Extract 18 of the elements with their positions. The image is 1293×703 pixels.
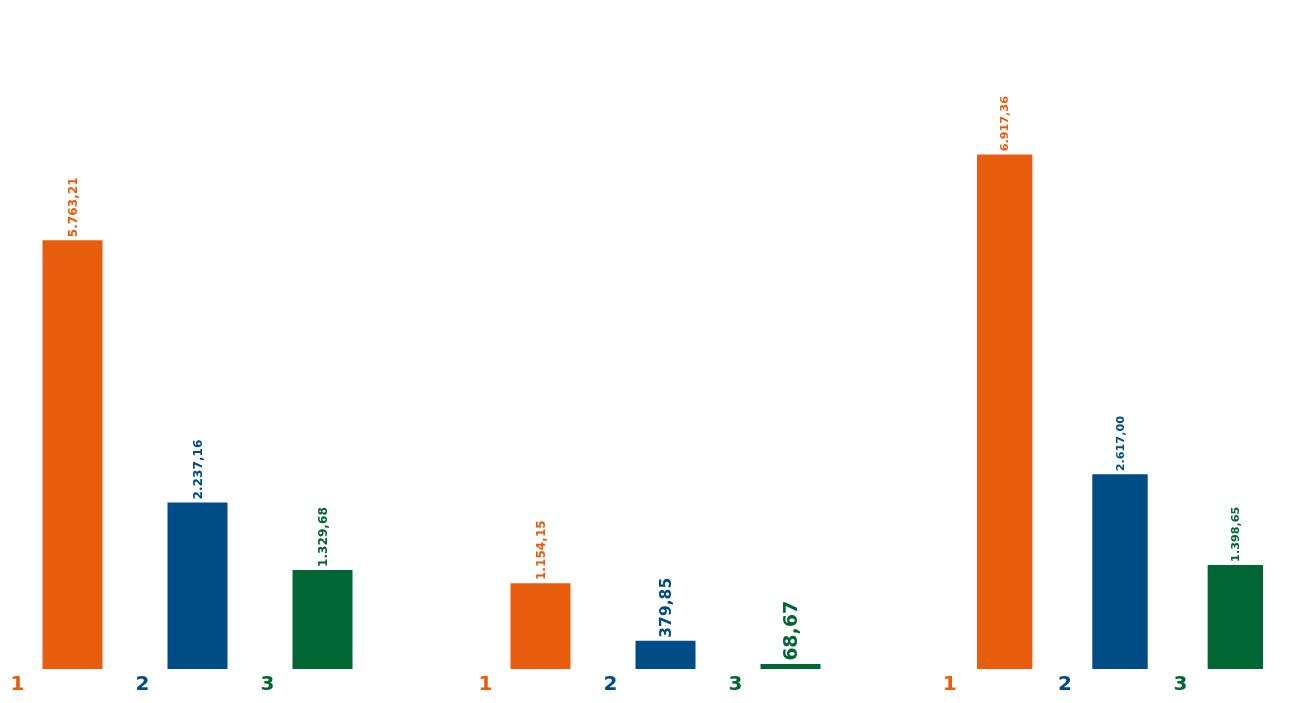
x-tick-label: 3	[1173, 671, 1188, 695]
x-tick-label: 2	[603, 671, 618, 695]
x-tick-label: 1	[942, 671, 957, 695]
data-label: 6.917,36	[998, 95, 1012, 152]
data-label: 1.154,15	[533, 520, 548, 581]
x-tick-label: 1	[478, 671, 493, 695]
x-tick-label: 2	[135, 671, 150, 695]
data-label: 2.237,16	[190, 439, 205, 500]
x-tick-label: 3	[728, 671, 743, 695]
x-tick-label: 3	[260, 671, 275, 695]
data-label: 379,85	[656, 577, 675, 638]
data-label: 1.329,68	[315, 507, 330, 568]
data-label: 5.763,21	[65, 177, 80, 238]
x-tick-label: 1	[10, 671, 25, 695]
data-label: 2.617,00	[1113, 415, 1127, 472]
data-label: 1.398,65	[1229, 506, 1243, 562]
data-label: 68,67	[778, 600, 801, 661]
x-tick-label: 2	[1058, 671, 1072, 695]
